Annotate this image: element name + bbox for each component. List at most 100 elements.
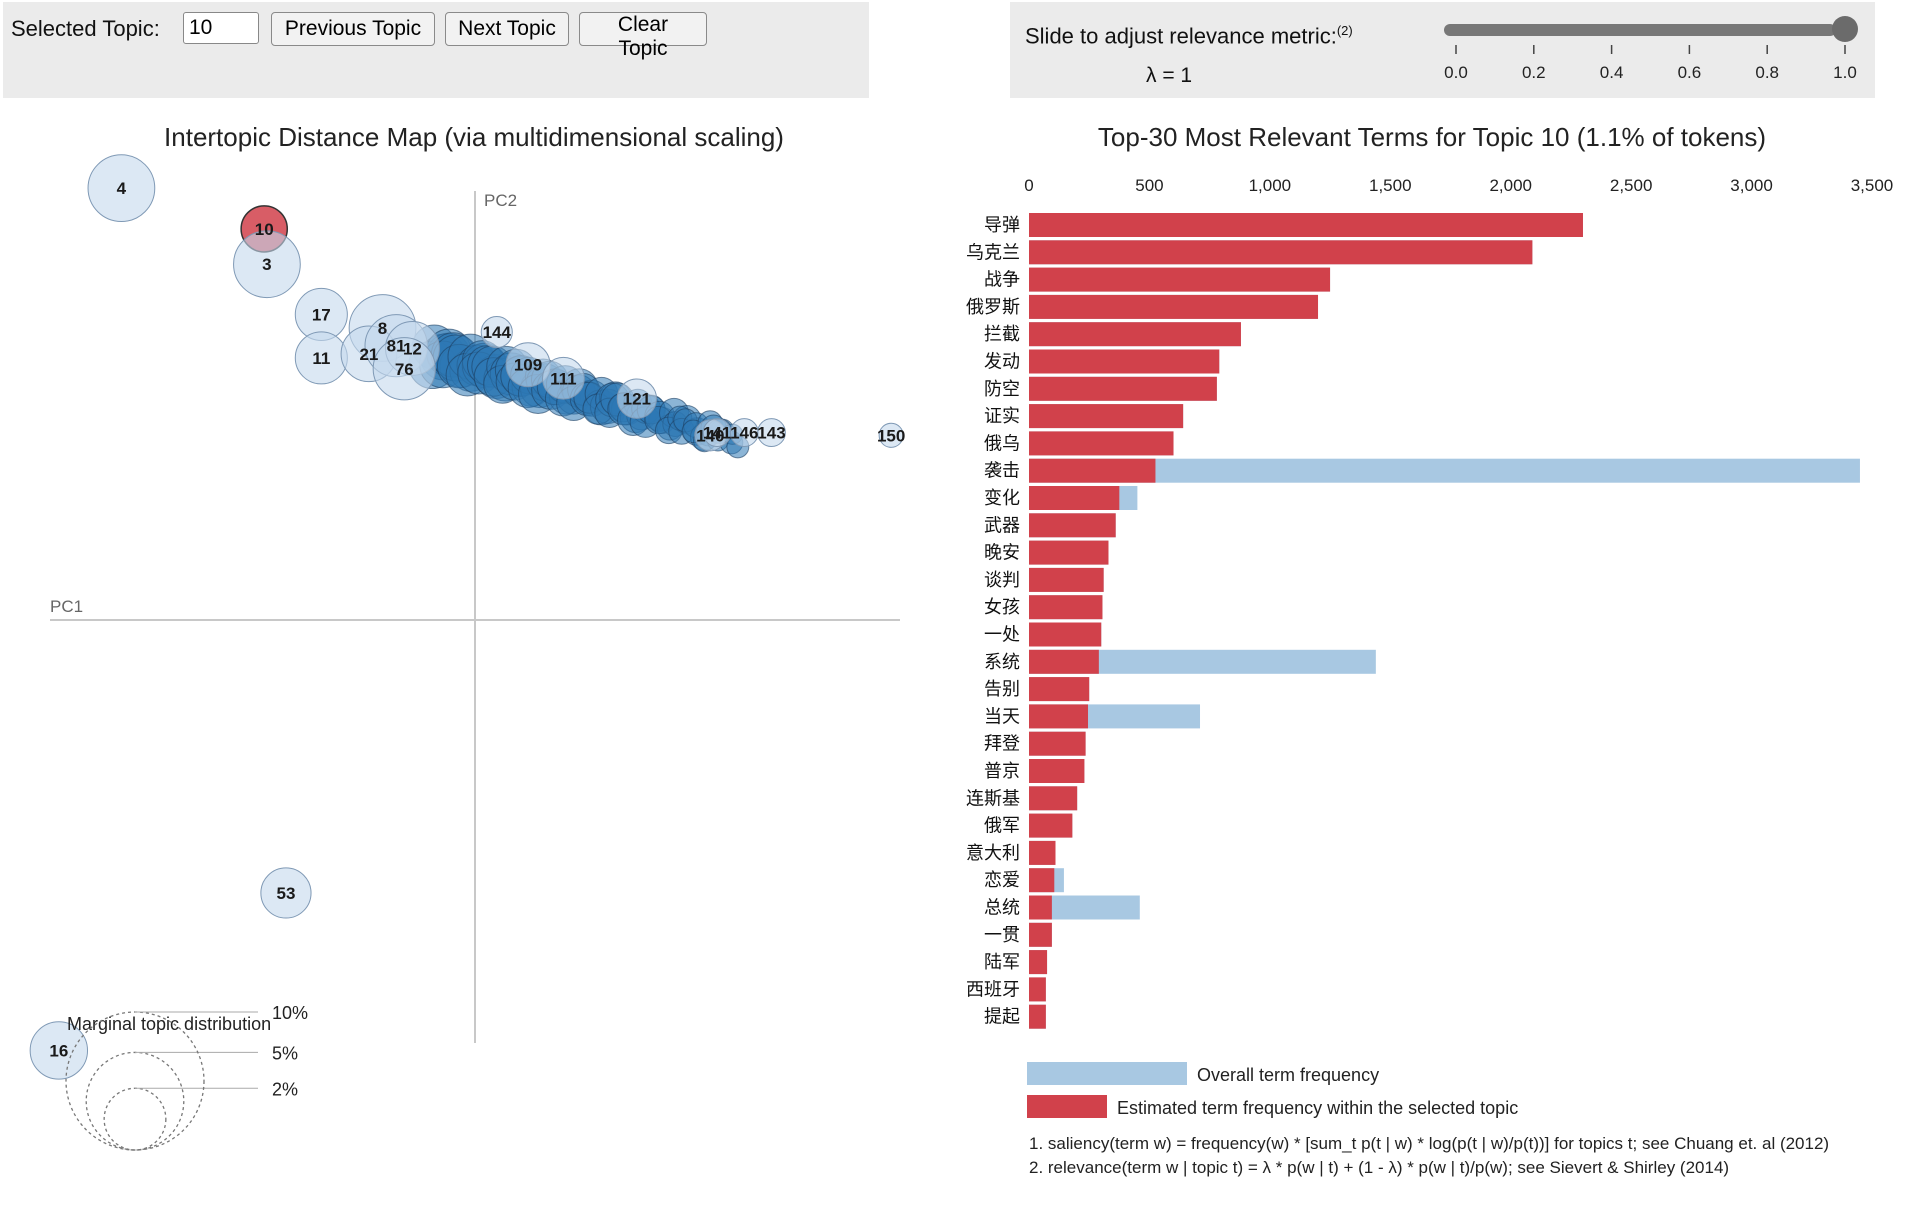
bar-x-tick-label: 0 (1024, 176, 1033, 195)
term-label[interactable]: 一贯 (984, 925, 1020, 945)
topic-frequency-bar[interactable] (1029, 731, 1086, 756)
term-label[interactable]: 拜登 (984, 734, 1020, 754)
term-label[interactable]: 袭击 (984, 461, 1020, 481)
topic-bubble[interactable] (29, 1021, 89, 1080)
term-label[interactable]: 导弹 (984, 215, 1020, 235)
term-label[interactable]: 连斯基 (966, 788, 1020, 808)
topic-frequency-bar[interactable] (1029, 977, 1046, 1002)
term-label[interactable]: 拦截 (984, 324, 1020, 344)
term-label[interactable]: 当天 (984, 706, 1020, 726)
topic-frequency-bar[interactable] (1029, 813, 1073, 838)
term-label[interactable]: 证实 (984, 406, 1020, 426)
marginal-legend-label: 5% (272, 1043, 298, 1063)
pc2-axis-label: PC2 (484, 191, 517, 210)
term-label[interactable]: 恋爱 (984, 869, 1020, 890)
topic-label: 53 (276, 884, 295, 903)
topic-frequency-bar[interactable] (1029, 595, 1103, 620)
topic-frequency-bar[interactable] (1029, 458, 1156, 483)
legend-overall-label: Overall term frequency (1197, 1065, 1379, 1085)
topic-frequency-bar[interactable] (1029, 922, 1052, 947)
topic-frequency-bar[interactable] (1029, 486, 1120, 510)
previous-topic-button[interactable]: Previous Topic (271, 12, 435, 46)
topic-frequency-bar[interactable] (1029, 431, 1174, 456)
topic-label: 81 (387, 337, 406, 356)
slider-tick-label: 0.4 (1600, 63, 1624, 82)
topic-bubble[interactable] (542, 356, 585, 400)
slider-tick-label: 0.0 (1444, 63, 1468, 82)
topic-bubble[interactable] (616, 378, 658, 419)
term-label[interactable]: 提起 (984, 1007, 1020, 1027)
topic-frequency-bar[interactable] (1029, 868, 1055, 893)
footnote-relevance: 2. relevance(term w | topic t) = λ * p(w… (1029, 1158, 1729, 1177)
topic-frequency-bar[interactable] (1029, 840, 1056, 865)
term-label[interactable]: 总统 (984, 898, 1020, 918)
topic-label: 12 (403, 339, 422, 358)
topic-frequency-bar[interactable] (1029, 349, 1220, 374)
term-label[interactable]: 系统 (984, 652, 1020, 672)
topic-frequency-bar[interactable] (1029, 704, 1089, 729)
topic-bubble[interactable] (757, 418, 786, 448)
relevance-slider-track[interactable] (1444, 24, 1836, 36)
topic-frequency-bar[interactable] (1029, 213, 1583, 237)
pc1-axis-label: PC1 (50, 597, 83, 616)
topic-bubble[interactable] (233, 230, 301, 299)
topic-frequency-bar[interactable] (1029, 786, 1078, 811)
marginal-legend-circle (103, 1087, 167, 1151)
term-label[interactable]: 武器 (984, 515, 1020, 535)
term-label[interactable]: 告别 (984, 679, 1020, 699)
topic-frequency-bar[interactable] (1029, 376, 1217, 401)
topic-frequency-bar[interactable] (1029, 267, 1331, 292)
topic-bubble[interactable] (260, 867, 312, 919)
term-label[interactable]: 俄乌 (984, 433, 1020, 453)
topic-label: 21 (359, 345, 378, 364)
term-label[interactable]: 俄罗斯 (966, 297, 1020, 317)
selected-topic-input[interactable] (183, 12, 259, 44)
topic-label: 141 (703, 424, 731, 443)
topic-frequency-bar[interactable] (1029, 322, 1241, 347)
term-label[interactable]: 谈判 (984, 570, 1020, 590)
term-label[interactable]: 西班牙 (966, 979, 1020, 999)
topic-frequency-bar[interactable] (1029, 622, 1102, 647)
relevance-slider-panel: Slide to adjust relevance metric:(2) λ =… (1010, 2, 1875, 98)
topic-frequency-bar[interactable] (1029, 540, 1109, 565)
term-label[interactable]: 意大利 (966, 843, 1020, 863)
topic-frequency-bar[interactable] (1029, 240, 1533, 265)
term-label[interactable]: 俄军 (984, 816, 1020, 836)
topic-frequency-bar[interactable] (1029, 513, 1116, 538)
topic-frequency-bar[interactable] (1029, 649, 1099, 674)
term-label[interactable]: 变化 (984, 488, 1020, 508)
term-label[interactable]: 一处 (984, 625, 1020, 645)
topic-label: 4 (117, 179, 127, 198)
topic-label: 111 (550, 369, 577, 388)
term-label[interactable]: 防空 (984, 379, 1020, 399)
intertopic-distance-map: Intertopic Distance Map (via multidimens… (29, 122, 905, 1151)
topic-frequency-bar[interactable] (1029, 759, 1085, 783)
next-topic-button[interactable]: Next Topic (445, 12, 569, 46)
topic-bubble[interactable] (372, 337, 436, 401)
overall-frequency-bar[interactable] (1029, 458, 1860, 483)
marginal-legend-circle (85, 1051, 185, 1151)
topic-frequency-bar[interactable] (1029, 567, 1104, 592)
slider-tick-label: 0.6 (1678, 63, 1702, 82)
slider-tick-label: 0.2 (1522, 63, 1546, 82)
topic-control-panel: Selected Topic: Previous Topic Next Topi… (3, 2, 869, 98)
term-label[interactable]: 乌克兰 (966, 242, 1020, 262)
topic-frequency-bar[interactable] (1029, 677, 1090, 702)
intertopic-map-title: Intertopic Distance Map (via multidimens… (164, 122, 784, 152)
topic-bubble[interactable] (480, 316, 513, 349)
term-label[interactable]: 晚安 (984, 543, 1020, 563)
topic-bubble[interactable] (87, 154, 156, 223)
term-label[interactable]: 战争 (984, 270, 1020, 290)
term-label[interactable]: 普京 (984, 761, 1020, 781)
topic-bubble[interactable] (878, 422, 904, 448)
topic-frequency-bar[interactable] (1029, 895, 1052, 920)
relevance-slider-thumb[interactable] (1832, 16, 1858, 42)
topic-frequency-bar[interactable] (1029, 1004, 1046, 1029)
term-label[interactable]: 发动 (984, 352, 1020, 372)
term-label[interactable]: 女孩 (984, 597, 1020, 617)
clear-topic-button[interactable]: Clear Topic (579, 12, 707, 60)
term-label[interactable]: 陆军 (984, 952, 1020, 972)
topic-frequency-bar[interactable] (1029, 950, 1048, 975)
topic-frequency-bar[interactable] (1029, 404, 1184, 429)
topic-frequency-bar[interactable] (1029, 294, 1319, 319)
